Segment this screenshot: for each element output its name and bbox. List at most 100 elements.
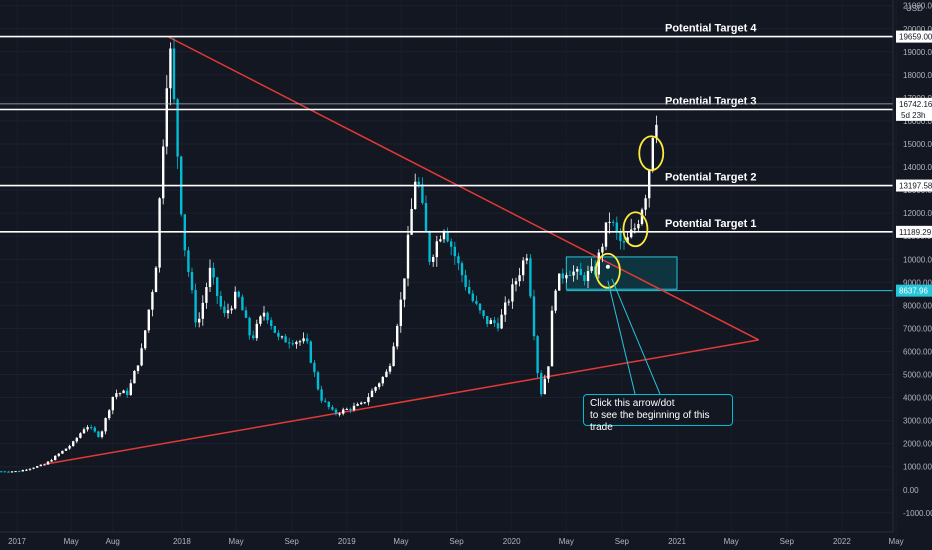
candle-body [558, 273, 561, 291]
candle-body [72, 441, 75, 446]
candle-body [223, 306, 226, 314]
candle-body [266, 312, 269, 321]
price-tick-label: -1000.00 [903, 509, 932, 518]
candle-body [540, 373, 543, 395]
candle-body [147, 309, 150, 331]
time-tick-label: Sep [449, 537, 464, 546]
candle-body [525, 258, 528, 261]
current-price-tag-label: 16742.16 [899, 100, 932, 109]
candle-body [7, 471, 10, 473]
time-tick-label: May [559, 537, 574, 546]
candle-body [273, 326, 276, 333]
candle-body [547, 366, 550, 379]
candle-body [144, 330, 147, 349]
candle-body [367, 396, 370, 403]
price-tick-label: 19000.00 [903, 48, 932, 57]
candle-body [345, 408, 348, 410]
candle-body [230, 308, 233, 311]
candle-body [154, 267, 158, 293]
candle-body [579, 269, 582, 276]
support-price-tag-label: 8637.96 [899, 287, 928, 296]
candle-body [100, 431, 104, 437]
candle-body [399, 299, 402, 326]
candle-body [216, 277, 219, 297]
candle-body [493, 320, 496, 324]
time-tick-label: Sep [780, 537, 795, 546]
candle-body [543, 378, 546, 395]
callout-pointer-line [607, 280, 636, 395]
candle-body [370, 390, 374, 397]
candle-body [381, 376, 384, 384]
candle-body [190, 271, 194, 291]
candle-body [475, 300, 478, 304]
triangle-pattern [43, 35, 760, 466]
countdown-tag-label: 5d 23h [901, 111, 925, 120]
candle-body [334, 409, 338, 414]
candle-body [604, 222, 608, 247]
candle-body [460, 263, 464, 276]
candle-body [342, 409, 345, 414]
time-axis[interactable]: 2017 May Aug 2018 May Sep 2019 May Sep 2020 May Sep… [8, 537, 904, 546]
time-tick-label: 2018 [173, 537, 191, 546]
candle-body [622, 241, 626, 243]
candle-body [518, 275, 521, 282]
candle-body [338, 413, 341, 415]
candle-body [410, 208, 413, 235]
candle-body [637, 224, 640, 229]
triangle-upper-line [167, 35, 760, 341]
annotation-arrow [605, 264, 661, 395]
time-tick-label: 2022 [833, 537, 851, 546]
candle-body [482, 310, 485, 317]
price-axis[interactable]: -1000.00 0.00 1000.00 2000.00 3000.00 4000.00… [903, 2, 932, 518]
annotation-line-2: to see the beginning of this trade [590, 410, 710, 433]
countdown-tag [896, 109, 932, 121]
time-tick-label: May [724, 537, 739, 546]
candle-body [403, 278, 406, 300]
time-tick-label: 2021 [668, 537, 686, 546]
candle-body [284, 336, 287, 343]
candle-body [626, 237, 629, 243]
target-label-1: Potential Target 1 [665, 218, 756, 230]
candle-body [28, 468, 32, 470]
candle-body [432, 257, 435, 262]
price-tick-label: 21000.00 [903, 2, 932, 11]
level-price-tag [896, 179, 932, 192]
level-price-tag-label: 11189.29 [899, 228, 932, 237]
time-tick-label: Sep [615, 537, 630, 546]
candle-body [644, 198, 647, 210]
candle-body [68, 445, 71, 449]
candle-body [54, 455, 57, 461]
candle-body [97, 431, 100, 437]
price-tick-label: 3000.00 [903, 417, 932, 426]
price-tick-label: 16000.00 [903, 117, 932, 126]
candle-body [464, 275, 467, 287]
candle-body [158, 198, 161, 268]
target-label-2: Potential Target 2 [665, 172, 756, 184]
annotation-callout[interactable]: Click this arrow/dot to see the beginnin… [583, 394, 733, 433]
candle-body [417, 181, 420, 185]
candle-body [532, 296, 536, 337]
candle-body [489, 320, 492, 324]
candle-body [590, 266, 593, 272]
candle-body [201, 302, 204, 319]
time-tick-label: Sep [285, 537, 300, 546]
candle-body [554, 290, 557, 311]
candle-body [57, 453, 60, 456]
candle-body [396, 325, 399, 347]
candle-body [536, 336, 539, 374]
candle-body [572, 271, 575, 276]
candle-body [14, 471, 17, 473]
candle-body [313, 362, 316, 373]
candle-body [10, 471, 14, 473]
candle-body [270, 320, 273, 327]
candle-body [648, 170, 651, 199]
candle-body [504, 302, 507, 315]
candle-body [194, 290, 197, 323]
price-tick-label: 6000.00 [903, 347, 932, 356]
candle-body [446, 231, 449, 242]
candle-body [615, 222, 618, 232]
time-tick-label: May [393, 537, 408, 546]
level-price-tag-label: 13197.58 [899, 182, 932, 191]
candle-body [50, 460, 53, 462]
